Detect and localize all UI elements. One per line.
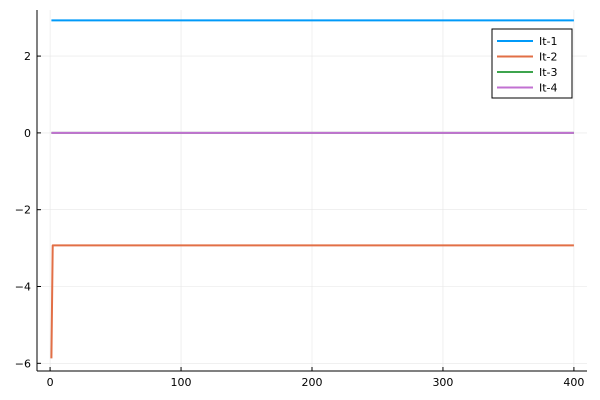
x-tick-label: 100 xyxy=(171,376,192,389)
y-tick-label: −2 xyxy=(15,204,31,217)
y-tick-label: 0 xyxy=(24,127,31,140)
y-tick-label: −6 xyxy=(15,357,31,370)
x-tick-label: 200 xyxy=(302,376,323,389)
legend-label: It-3 xyxy=(539,66,558,79)
x-tick-label: 400 xyxy=(563,376,584,389)
series-lines xyxy=(50,19,574,359)
x-tick-label: 300 xyxy=(432,376,453,389)
legend: It-1 It-2 It-3 It-4 xyxy=(491,28,573,99)
y-tick-label: −4 xyxy=(15,281,31,294)
x-axis-ticks: 0 100 200 300 400 xyxy=(47,367,584,389)
legend-label: It-1 xyxy=(539,35,558,48)
legend-label: It-2 xyxy=(539,51,558,64)
y-axis-ticks: 2 0 −2 −4 −6 xyxy=(15,50,41,370)
series-line-it-2 xyxy=(50,244,574,359)
x-tick-label: 0 xyxy=(47,376,54,389)
y-tick-label: 2 xyxy=(24,50,31,63)
legend-label: It-4 xyxy=(539,82,558,95)
